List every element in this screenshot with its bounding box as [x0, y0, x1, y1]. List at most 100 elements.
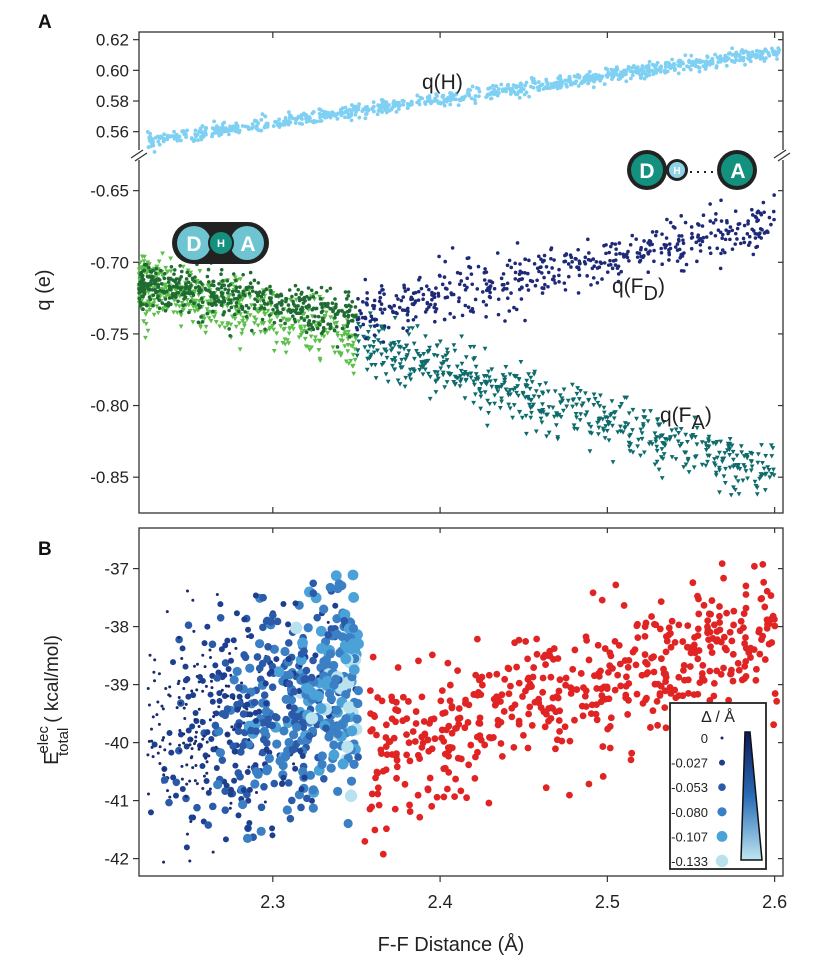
energy-point-short — [297, 637, 308, 649]
qfa-point — [587, 430, 593, 435]
qfd-point — [659, 250, 664, 255]
qh-point — [277, 117, 282, 122]
qfd-point — [334, 302, 338, 307]
energy-point-short — [225, 665, 232, 672]
energy-point-long — [736, 627, 744, 635]
qfd-point — [432, 295, 436, 299]
energy-point-long — [542, 661, 549, 668]
qfa-point — [443, 353, 449, 358]
energy-point-long — [497, 718, 505, 726]
energy-point-long — [477, 691, 485, 699]
energy-point-long — [371, 713, 379, 720]
energy-point-long — [392, 698, 400, 706]
energy-point-long — [617, 682, 625, 690]
energy-point-long — [374, 784, 382, 792]
qh-point — [283, 115, 288, 120]
energy-point-short — [309, 589, 318, 598]
qfa-point — [699, 440, 705, 445]
qfd-point — [696, 233, 701, 238]
energy-point-short — [240, 681, 244, 685]
qh-point — [651, 63, 656, 68]
qfa-point — [339, 333, 345, 339]
qh-point — [500, 88, 505, 93]
energy-point-short — [280, 646, 290, 657]
energy-point-long — [581, 692, 589, 700]
qfd-point — [196, 320, 201, 325]
energy-point-short — [250, 779, 260, 789]
ytick-label: -38 — [104, 618, 129, 637]
qfd-point — [505, 281, 510, 286]
qfd-point — [284, 297, 288, 301]
energy-point-short — [218, 756, 227, 764]
qh-point — [529, 76, 534, 80]
qfa-point — [493, 378, 498, 384]
qh-point — [210, 131, 215, 136]
energy-point-short — [161, 738, 165, 742]
energy-point-short — [210, 746, 217, 753]
qh-point — [338, 108, 343, 112]
qfd-point — [701, 213, 706, 217]
qfa-point — [282, 326, 287, 332]
energy-point-long — [470, 691, 478, 698]
energy-point-short — [238, 799, 248, 810]
qfd-point — [564, 252, 569, 256]
qfa-point — [468, 371, 474, 376]
qfa-point — [193, 299, 198, 304]
qfd-point — [406, 309, 410, 314]
qfd-point — [591, 276, 596, 280]
qfa-point — [283, 350, 289, 356]
qfd-point — [562, 281, 567, 285]
panel-b-letter: B — [38, 539, 52, 560]
energy-point-long — [765, 640, 773, 648]
qh-point — [670, 57, 674, 62]
qfd-point — [700, 239, 705, 244]
energy-point-long — [741, 640, 749, 647]
qfd-label-sub: D — [644, 283, 658, 305]
qh-point — [235, 128, 240, 133]
energy-point-short — [201, 653, 205, 657]
energy-point-short — [263, 700, 270, 707]
energy-point-short — [348, 664, 360, 676]
qfd-point — [293, 283, 298, 288]
qh-point — [639, 74, 644, 78]
qfa-point — [313, 335, 318, 340]
qh-point — [473, 94, 478, 98]
qfd-point — [667, 250, 671, 255]
qfd-point — [209, 302, 214, 307]
qfd-point — [174, 277, 179, 281]
qfa-point — [580, 401, 586, 406]
energy-point-short — [273, 656, 280, 663]
qfa-point — [414, 348, 419, 354]
qfa-point — [365, 330, 371, 335]
qfa-point — [392, 315, 398, 321]
qfd-point — [424, 284, 429, 288]
energy-point-long — [592, 710, 600, 718]
energy-point-short — [184, 702, 188, 706]
qfa-point — [311, 292, 317, 298]
qfd-point — [719, 251, 723, 256]
qfa-point — [591, 403, 597, 408]
qfd-point — [333, 306, 337, 310]
qfd-point — [382, 307, 387, 312]
qfd-point — [330, 301, 335, 306]
qfa-point — [543, 381, 549, 386]
qh-point — [564, 82, 568, 87]
qfa-point — [390, 346, 395, 351]
qfd-point — [505, 263, 510, 268]
energy-point-long — [708, 649, 716, 657]
energy-point-long — [710, 679, 718, 687]
qfa-point — [237, 277, 243, 282]
qfd-point — [234, 285, 239, 290]
qfd-point — [154, 271, 158, 276]
qfa-point — [660, 433, 665, 438]
qh-point — [363, 107, 368, 111]
energy-point-short — [227, 786, 234, 793]
qh-point — [476, 94, 481, 99]
qfd-point — [147, 282, 152, 287]
energy-point-short — [327, 625, 336, 633]
energy-point-long — [767, 592, 775, 599]
qh-point — [255, 124, 259, 128]
qfa-point — [317, 358, 323, 363]
qh-point — [200, 124, 205, 128]
qfa-point — [408, 377, 414, 382]
